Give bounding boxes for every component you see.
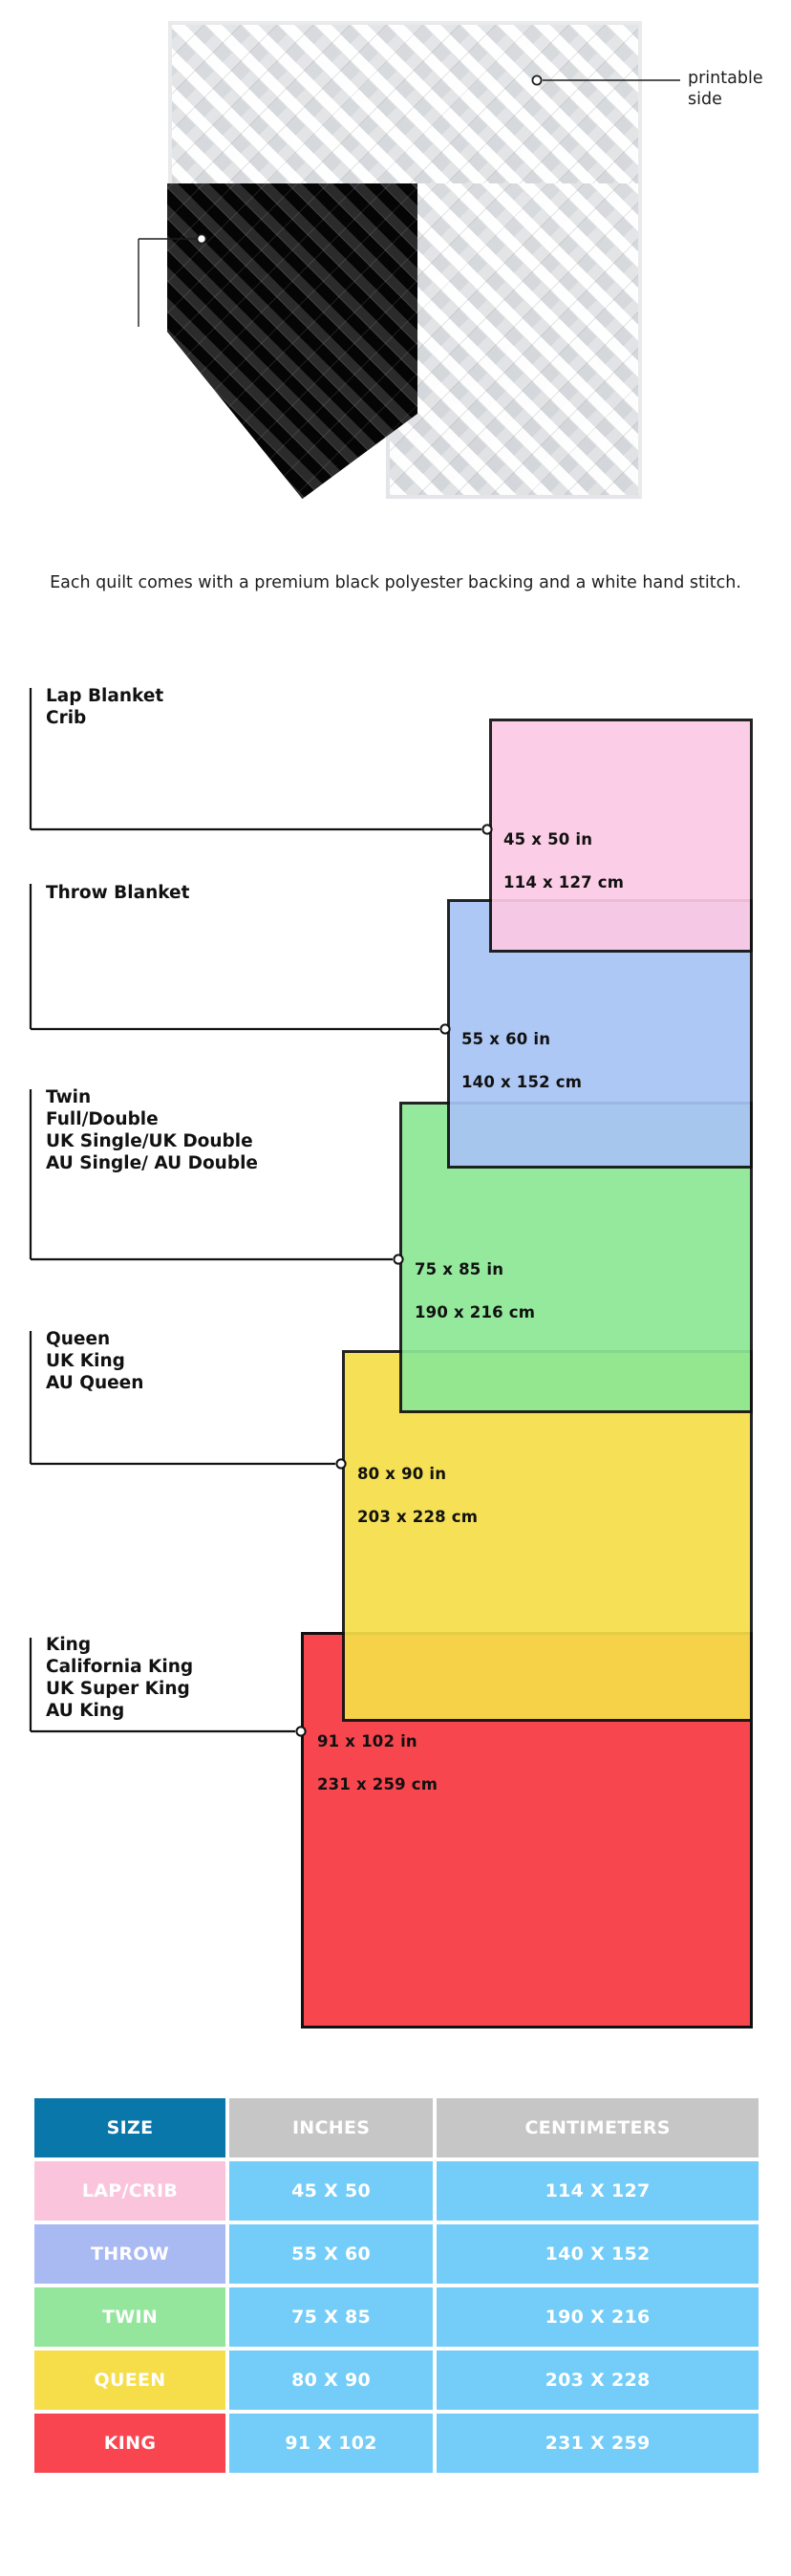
size-group-label-lap: Lap Blanket Crib [46,686,164,729]
circle-marker-icon [295,1726,307,1737]
table-row: TWIN 75 X 85 190 X 216 [34,2287,759,2347]
table-cell-size-lapcrib: LAP/CRIB [34,2161,225,2221]
quilt-caption: Each quilt comes with a premium black po… [50,573,741,592]
table-cell-size-king: KING [34,2414,225,2473]
size-dimension-lap-cm: 114 x 127 cm [503,872,625,891]
diagram-leader-lines [29,688,493,1737]
quilt-printable-face-lower [386,183,642,499]
size-dimension-queen-inches: 80 x 90 in [357,1465,447,1484]
quilt-black-backing [167,183,417,499]
circle-marker-icon [481,824,493,835]
circle-marker-icon [335,1458,347,1470]
table-header-size: SIZE [34,2098,225,2157]
table-header-inches: INCHES [229,2098,434,2157]
printable-side-callout-label: printable side [688,69,763,109]
circle-marker-icon [393,1254,404,1265]
size-dimension-throw-inches: 55 x 60 in [461,1030,551,1049]
table-row: KING 91 X 102 231 X 259 [34,2414,759,2473]
table-cell-cm-lapcrib: 114 X 127 [437,2161,759,2221]
table-header-row: SIZE INCHES CENTIMETERS [34,2098,759,2157]
size-comparison-diagram: Lap Blanket Crib Throw Blanket Twin Full… [0,669,791,2073]
circle-marker-icon [439,1023,451,1035]
table-cell-size-queen: QUEEN [34,2351,225,2410]
table-cell-cm-king: 231 X 259 [437,2414,759,2473]
table-cell-inches-twin: 75 X 85 [229,2287,434,2347]
size-dimension-queen: 80 x 90 in 203 x 228 cm [357,1443,478,1528]
size-dimension-lap-inches: 45 x 50 in [503,830,593,849]
size-dimension-twin-cm: 190 x 216 cm [415,1302,536,1321]
size-group-label-twin: Twin Full/Double UK Single/UK Double AU … [46,1087,258,1174]
quilt-illustration-section: printable side Each quilt comes with a p… [0,0,791,669]
table-cell-size-throw: THROW [34,2224,225,2284]
table-row: LAP/CRIB 45 X 50 114 X 127 [34,2161,759,2221]
table-cell-size-twin: TWIN [34,2287,225,2347]
size-dimension-king-cm: 231 x 259 cm [317,1774,438,1793]
table-cell-inches-king: 91 X 102 [229,2414,434,2473]
size-dimension-king: 91 x 102 in 231 x 259 cm [317,1710,438,1795]
size-dimension-throw: 55 x 60 in 140 x 152 cm [461,1008,582,1093]
table-cell-inches-throw: 55 X 60 [229,2224,434,2284]
size-dimension-twin-inches: 75 x 85 in [415,1260,504,1279]
table-row: THROW 55 X 60 140 X 152 [34,2224,759,2284]
size-group-label-throw: Throw Blanket [46,883,190,903]
table-cell-cm-queen: 203 X 228 [437,2351,759,2410]
size-rect-lap-crib [489,719,753,953]
table-header-centimeters: CENTIMETERS [437,2098,759,2157]
size-dimension-lap: 45 x 50 in 114 x 127 cm [503,808,624,893]
size-dimension-queen-cm: 203 x 228 cm [357,1507,479,1526]
size-chart-table: SIZE INCHES CENTIMETERS LAP/CRIB 45 X 50… [31,2094,762,2477]
size-dimension-twin: 75 x 85 in 190 x 216 cm [415,1238,535,1323]
table-cell-inches-lapcrib: 45 X 50 [229,2161,434,2221]
table-cell-cm-throw: 140 X 152 [437,2224,759,2284]
table-row: QUEEN 80 X 90 203 X 228 [34,2351,759,2410]
quilt-illustration [167,21,642,499]
table-cell-inches-queen: 80 X 90 [229,2351,434,2410]
size-group-label-king: King California King UK Super King AU Ki… [46,1635,194,1722]
size-dimension-throw-cm: 140 x 152 cm [461,1072,583,1091]
size-group-label-queen: Queen UK King AU Queen [46,1329,144,1394]
size-dimension-king-inches: 91 x 102 in [317,1732,417,1751]
table-cell-cm-twin: 190 X 216 [437,2287,759,2347]
